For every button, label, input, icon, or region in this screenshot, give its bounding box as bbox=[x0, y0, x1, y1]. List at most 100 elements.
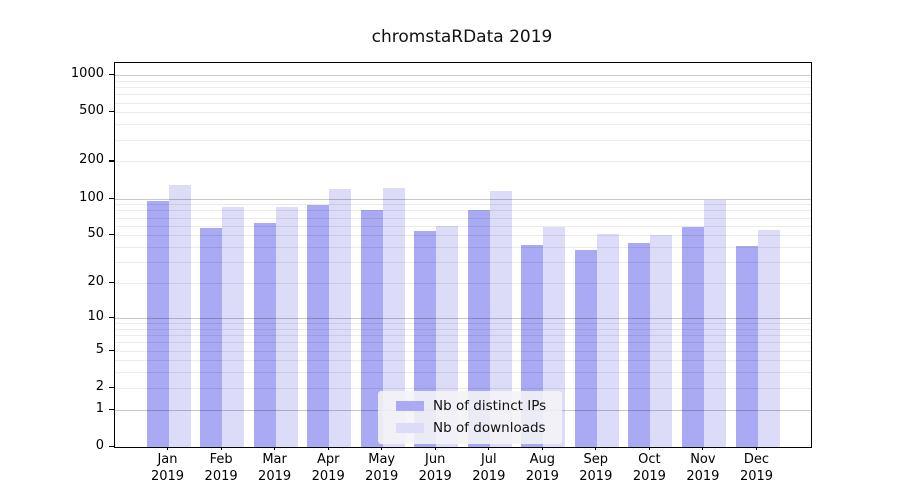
bar-distinct-ips-may bbox=[360, 209, 383, 447]
x-tick-mark bbox=[381, 446, 383, 450]
y-tick-mark bbox=[109, 74, 114, 76]
x-tick-year: 2019 bbox=[204, 469, 238, 484]
bar-downloads-feb bbox=[222, 207, 245, 447]
x-tick-year: 2019 bbox=[632, 469, 666, 484]
x-tick-year: 2019 bbox=[311, 469, 345, 484]
legend-label-downloads: Nb of downloads bbox=[433, 420, 546, 436]
plot-area bbox=[114, 62, 812, 448]
x-tick-mark bbox=[488, 446, 490, 450]
bar-downloads-may bbox=[382, 188, 405, 447]
x-tick-label-mar: Mar 2019 bbox=[245, 451, 305, 485]
x-tick-label-nov: Nov 2019 bbox=[673, 451, 733, 485]
x-tick-label-jan: Jan 2019 bbox=[138, 451, 198, 485]
bar-downloads-oct bbox=[650, 235, 673, 447]
x-tick-mark bbox=[166, 446, 169, 450]
x-tick-month: Aug bbox=[529, 452, 555, 467]
y-tick-label-1000: 1000 bbox=[70, 66, 104, 81]
y-tick-mark bbox=[109, 282, 114, 284]
x-tick-mark bbox=[274, 446, 276, 450]
x-tick-mark bbox=[541, 446, 543, 450]
y-tick-mark bbox=[109, 234, 114, 236]
y-tick-mark bbox=[109, 316, 114, 319]
x-tick-label-apr: Apr 2019 bbox=[298, 451, 358, 485]
bar-distinct-ips-mar bbox=[253, 223, 276, 447]
y-tick-mark bbox=[109, 386, 114, 388]
x-tick-year: 2019 bbox=[686, 469, 720, 484]
x-tick-year: 2019 bbox=[579, 469, 613, 484]
bar-downloads-sep bbox=[596, 234, 619, 447]
bar-downloads-apr bbox=[329, 189, 352, 447]
x-tick-year: 2019 bbox=[525, 469, 559, 484]
chart-title: chromstaRData 2019 bbox=[371, 27, 553, 47]
y-tick-mark bbox=[109, 349, 114, 351]
bars-layer bbox=[115, 63, 811, 447]
x-tick-label-may: May 2019 bbox=[352, 451, 412, 485]
x-tick-year: 2019 bbox=[258, 469, 292, 484]
legend-swatch-distinct-ips bbox=[396, 401, 424, 411]
x-tick-year: 2019 bbox=[472, 469, 506, 484]
legend-item-downloads: Nb of downloads bbox=[396, 421, 546, 435]
x-tick-month: Sep bbox=[583, 452, 609, 467]
x-tick-label-sep: Sep 2019 bbox=[566, 451, 626, 485]
x-tick-month: Mar bbox=[262, 452, 287, 467]
bar-distinct-ips-nov bbox=[681, 226, 704, 447]
y-tick-mark bbox=[109, 446, 114, 448]
bar-downloads-jan bbox=[168, 185, 191, 447]
bar-downloads-mar bbox=[275, 206, 298, 447]
x-tick-month: Jun bbox=[425, 452, 446, 467]
y-tick-mark bbox=[109, 197, 114, 199]
bar-distinct-ips-jan bbox=[146, 201, 169, 447]
x-tick-label-jun: Jun 2019 bbox=[405, 451, 465, 485]
x-tick-month: Nov bbox=[690, 452, 716, 467]
y-tick-label-5: 5 bbox=[95, 341, 104, 357]
x-tick-label-feb: Feb 2019 bbox=[191, 451, 251, 485]
legend-item-distinct-ips: Nb of distinct IPs bbox=[396, 399, 546, 413]
x-tick-month: Feb bbox=[209, 452, 233, 467]
x-tick-year: 2019 bbox=[418, 469, 452, 484]
x-tick-month: Jul bbox=[480, 452, 497, 467]
x-tick-month: May bbox=[368, 452, 396, 467]
legend-swatch-downloads bbox=[396, 423, 424, 433]
x-tick-label-jul: Jul 2019 bbox=[459, 451, 519, 485]
bar-distinct-ips-jul bbox=[467, 210, 490, 447]
y-tick-label-10: 10 bbox=[87, 308, 104, 324]
bar-distinct-ips-apr bbox=[307, 204, 330, 447]
bar-downloads-nov bbox=[703, 199, 726, 447]
x-tick-label-oct: Oct 2019 bbox=[619, 451, 679, 485]
x-tick-month: Oct bbox=[638, 452, 661, 467]
y-tick-label-100: 100 bbox=[79, 189, 104, 205]
x-tick-label-aug: Aug 2019 bbox=[512, 451, 572, 485]
y-tick-mark bbox=[109, 408, 114, 410]
x-tick-mark bbox=[755, 446, 758, 450]
y-tick-label-20: 20 bbox=[87, 274, 104, 290]
x-tick-mark bbox=[648, 446, 650, 450]
y-tick-mark bbox=[109, 160, 114, 162]
x-tick-year: 2019 bbox=[739, 469, 774, 484]
x-tick-label-dec: Dec 2019 bbox=[727, 451, 787, 485]
y-tick-label-500: 500 bbox=[79, 103, 104, 119]
x-tick-mark bbox=[327, 446, 329, 450]
y-tick-label-50: 50 bbox=[87, 226, 104, 242]
bar-distinct-ips-sep bbox=[574, 249, 597, 447]
x-tick-mark bbox=[434, 446, 436, 450]
bar-downloads-jul bbox=[489, 191, 512, 447]
x-tick-month: Jan bbox=[157, 452, 178, 467]
bar-distinct-ips-dec bbox=[735, 245, 758, 447]
y-tick-label-1: 1 bbox=[95, 400, 104, 416]
x-tick-mark bbox=[702, 446, 704, 450]
legend-label-distinct-ips: Nb of distinct IPs bbox=[433, 398, 547, 414]
x-tick-month: Dec bbox=[743, 452, 770, 467]
y-tick-label-2: 2 bbox=[95, 378, 104, 394]
bar-distinct-ips-oct bbox=[628, 243, 651, 447]
x-tick-year: 2019 bbox=[365, 469, 399, 484]
y-tick-mark bbox=[109, 111, 114, 113]
bar-downloads-dec bbox=[757, 230, 780, 447]
y-tick-label-200: 200 bbox=[79, 152, 104, 168]
legend: Nb of distinct IPs Nb of downloads bbox=[378, 391, 563, 444]
y-tick-label-0: 0 bbox=[95, 438, 104, 453]
x-tick-year: 2019 bbox=[150, 469, 185, 484]
bar-distinct-ips-feb bbox=[200, 228, 223, 447]
x-tick-mark bbox=[595, 446, 597, 450]
x-tick-month: Apr bbox=[316, 452, 340, 467]
